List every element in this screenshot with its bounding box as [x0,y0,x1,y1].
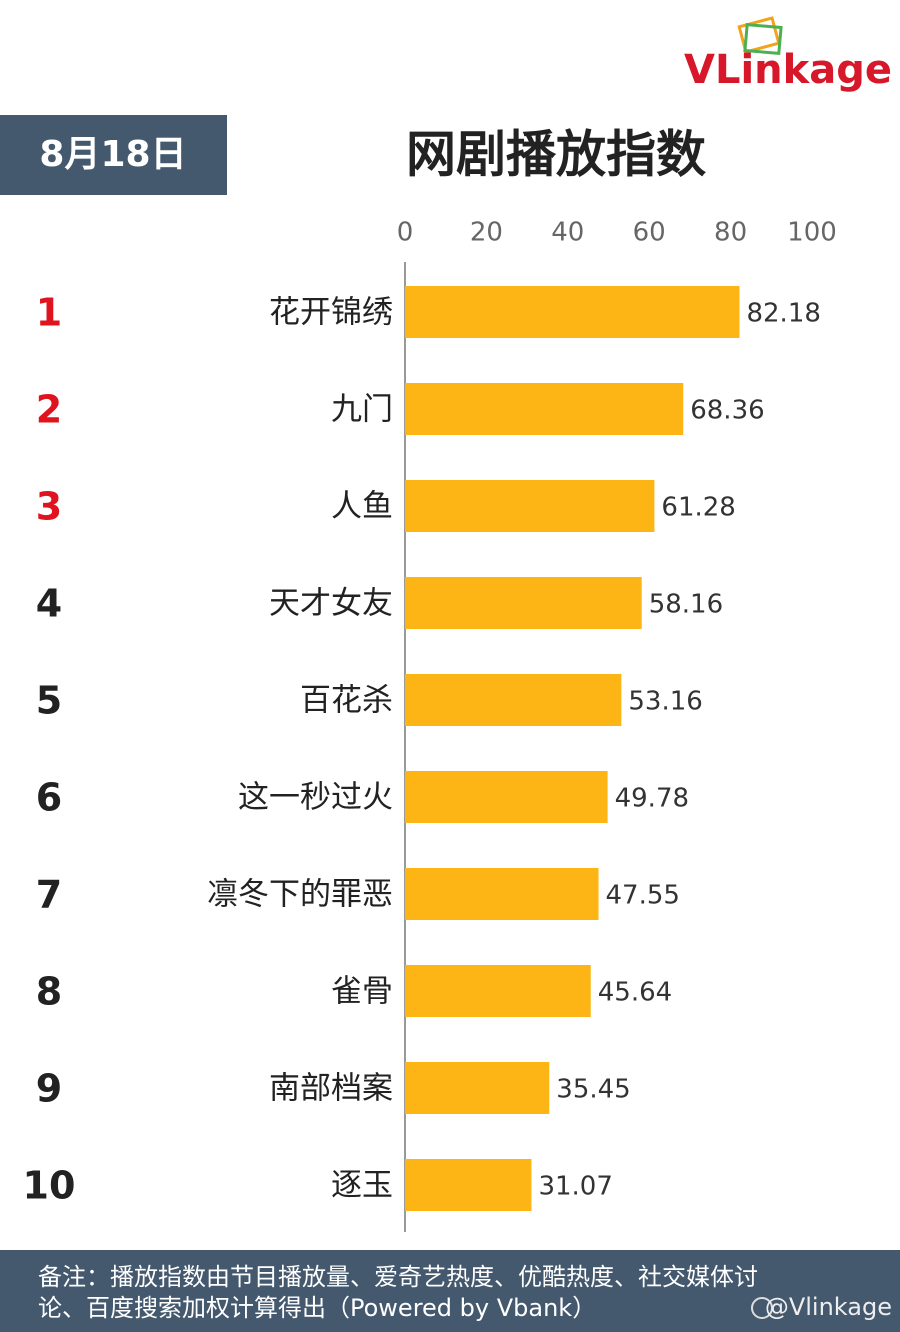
category-label: 天才女友 [269,586,393,622]
value-label: 49.78 [615,784,689,814]
logo-icon [737,16,783,56]
bar [405,965,591,1017]
rank: 4 [36,582,62,626]
bar [405,1062,550,1114]
weibo-icon [751,1297,773,1319]
category-label: 南部档案 [269,1071,393,1107]
rank: 1 [36,291,62,335]
x-tick-label: 100 [787,218,837,248]
category-label: 凛冬下的罪恶 [207,877,393,913]
value-label: 35.45 [556,1075,630,1105]
value-label: 31.07 [538,1172,612,1202]
rank: 10 [23,1164,76,1208]
value-label: 45.64 [598,978,672,1008]
value-label: 68.36 [690,396,764,426]
value-label: 47.55 [606,881,680,911]
category-label: 这一秒过火 [238,780,393,816]
x-tick-label: 0 [397,218,414,248]
category-label: 百花杀 [300,683,393,719]
bar [405,383,684,435]
value-label: 61.28 [661,493,735,523]
rank: 9 [36,1067,62,1111]
bar [405,286,740,338]
bar [405,1159,532,1211]
bar [405,868,599,920]
note-band [0,1250,900,1332]
x-tick-label: 60 [633,218,666,248]
category-label: 逐玉 [331,1168,393,1204]
bar [405,674,622,726]
bar [405,577,642,629]
rank: 6 [36,776,62,820]
rank: 7 [36,873,62,917]
x-tick-label: 40 [551,218,584,248]
value-label: 53.16 [628,687,702,717]
x-tick-label: 20 [470,218,503,248]
note-line: 论、百度搜索加权计算得出（Powered by Vbank） [38,1294,596,1322]
category-label: 九门 [331,392,393,428]
value-label: 58.16 [649,590,723,620]
logo: VLinkage [684,47,892,93]
bar [405,771,608,823]
note-line: 备注：播放指数由节目播放量、爱奇艺热度、优酷热度、社交媒体讨 [38,1263,758,1291]
rank: 8 [36,970,62,1014]
date-badge [0,115,227,195]
date: 8月18日 [39,134,186,175]
category-label: 人鱼 [331,489,393,525]
rank: 2 [36,388,62,432]
rank: 5 [36,679,62,723]
category-label: 花开锦绣 [269,295,393,331]
value-label: 82.18 [746,299,820,329]
category-label: 雀骨 [331,974,393,1010]
watermark: @Vlinkage [765,1293,892,1321]
bar [405,480,655,532]
chart-title: 网剧播放指数 [406,126,706,184]
rank: 3 [36,485,62,529]
x-tick-label: 80 [714,218,747,248]
